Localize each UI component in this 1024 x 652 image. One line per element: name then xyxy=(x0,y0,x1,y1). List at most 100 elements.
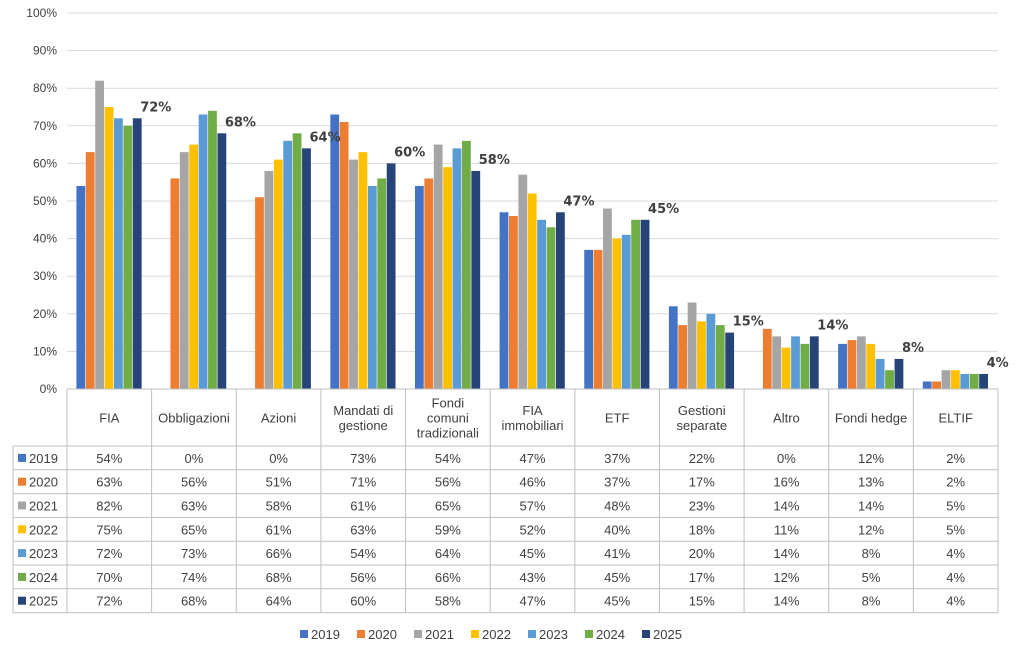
table-cell: 59% xyxy=(435,522,461,537)
data-label: 60% xyxy=(394,145,425,160)
bar xyxy=(123,125,133,390)
bar xyxy=(104,107,114,389)
bar xyxy=(386,163,396,389)
bar xyxy=(762,328,772,389)
bar xyxy=(687,302,697,389)
bar xyxy=(433,144,443,389)
category-label: separate xyxy=(676,418,727,433)
table-cell: 4% xyxy=(946,570,965,585)
table-cell: 63% xyxy=(350,522,376,537)
bar xyxy=(208,110,217,389)
bar xyxy=(367,185,377,389)
table-cell: 61% xyxy=(266,522,292,537)
table-cell: 46% xyxy=(519,475,545,490)
category-label: Fondi xyxy=(432,396,465,411)
table-cell: 0% xyxy=(777,451,796,466)
bar xyxy=(678,325,688,389)
legend-key-swatch xyxy=(18,453,26,462)
bar xyxy=(537,219,546,389)
data-label: 64% xyxy=(309,130,340,145)
legend-key-swatch xyxy=(18,525,26,534)
bar xyxy=(838,343,847,389)
bar xyxy=(631,219,641,389)
table-cell: 17% xyxy=(689,475,715,490)
legend-key-swatch xyxy=(18,477,26,486)
row-series-label: 2021 xyxy=(29,499,58,514)
table-cell: 61% xyxy=(350,499,376,514)
row-series-label: 2025 xyxy=(29,594,58,609)
category-label: FIA xyxy=(99,411,120,426)
bar xyxy=(866,343,876,389)
y-tick-label: 50% xyxy=(33,194,57,208)
table-cell: 51% xyxy=(266,475,292,490)
table-cell: 64% xyxy=(435,546,461,561)
bar xyxy=(255,197,264,389)
bar xyxy=(461,140,471,389)
table-cell: 41% xyxy=(604,546,630,561)
category-label: comuni xyxy=(427,411,469,426)
table-cell: 17% xyxy=(689,570,715,585)
bar xyxy=(603,208,612,389)
category-label: immobiliari xyxy=(501,418,563,433)
bar xyxy=(809,336,819,389)
table-cell: 8% xyxy=(862,594,881,609)
category-label: ETF xyxy=(605,411,630,426)
category-label: Mandati di xyxy=(333,403,393,418)
table-cell: 74% xyxy=(181,570,207,585)
table-cell: 66% xyxy=(266,546,292,561)
y-tick-label: 0% xyxy=(40,382,58,396)
bar xyxy=(950,370,960,389)
data-label: 4% xyxy=(987,356,1009,371)
table-cell: 5% xyxy=(946,522,965,537)
bar xyxy=(697,321,706,389)
table-cell: 63% xyxy=(96,475,122,490)
table-cell: 73% xyxy=(350,451,376,466)
data-label: 72% xyxy=(140,100,171,115)
table-cell: 68% xyxy=(181,594,207,609)
table-cell: 82% xyxy=(96,499,122,514)
bar xyxy=(546,227,556,389)
bar xyxy=(856,336,866,389)
bar xyxy=(283,140,293,389)
table-cell: 11% xyxy=(774,522,799,537)
bar xyxy=(932,381,941,389)
bar xyxy=(198,114,208,390)
bar xyxy=(264,170,274,389)
table-cell: 57% xyxy=(519,499,545,514)
table-cell: 8% xyxy=(862,546,881,561)
data-label: 8% xyxy=(902,341,924,356)
table-cell: 56% xyxy=(435,475,461,490)
bar xyxy=(302,148,311,389)
bar xyxy=(349,159,358,389)
bar xyxy=(292,133,302,389)
bar xyxy=(800,343,810,389)
category-label: gestione xyxy=(339,418,388,433)
table-cell: 0% xyxy=(185,451,204,466)
y-tick-label: 10% xyxy=(33,344,57,358)
data-label: 45% xyxy=(648,202,679,217)
bar xyxy=(791,336,800,389)
table-cell: 66% xyxy=(435,570,461,585)
bar xyxy=(847,340,857,389)
bar xyxy=(668,306,678,389)
table-cell: 15% xyxy=(689,594,715,609)
legend-key-swatch xyxy=(18,596,26,605)
bar xyxy=(969,373,979,389)
bar xyxy=(414,185,424,389)
legend: 2019 2020 2021 2022 2023 2024 2025 xyxy=(300,627,682,642)
bar xyxy=(725,332,735,389)
category-label: ELTIF xyxy=(938,411,972,426)
table-cell: 60% xyxy=(350,594,376,609)
table-cell: 23% xyxy=(689,499,715,514)
bar xyxy=(640,219,650,389)
table-cell: 73% xyxy=(181,546,207,561)
table-cell: 2% xyxy=(946,451,965,466)
data-label: 14% xyxy=(817,318,848,333)
table-cell: 63% xyxy=(181,499,207,514)
table-cell: 45% xyxy=(519,546,545,561)
bar xyxy=(189,144,199,389)
table-cell: 68% xyxy=(266,570,292,585)
table-cell: 65% xyxy=(181,522,207,537)
table-cell: 72% xyxy=(96,594,122,609)
bar xyxy=(621,234,631,389)
